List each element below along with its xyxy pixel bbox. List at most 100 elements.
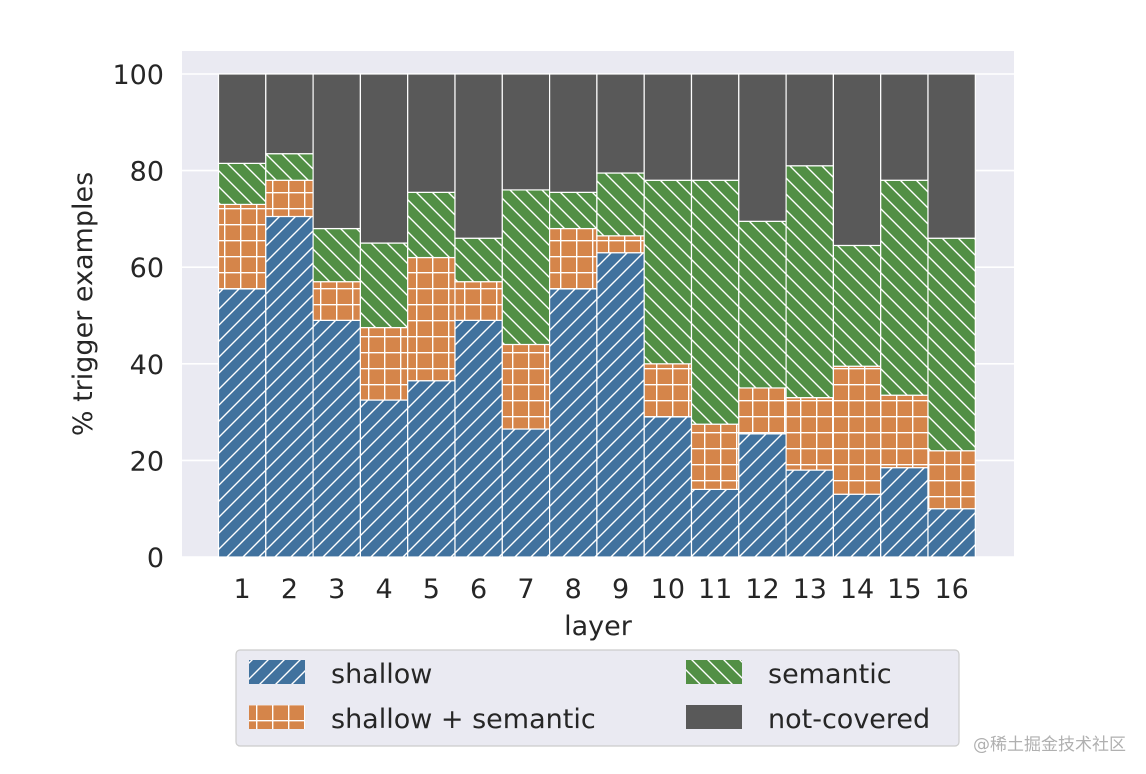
bar-semantic-layer-10	[643, 179, 693, 365]
legend: shallow shallow + semantic semantic not-…	[235, 649, 960, 747]
x-tick-label: 4	[375, 574, 392, 605]
bar-both-layer-1	[217, 203, 267, 290]
bar-shallow-layer-13	[785, 469, 834, 558]
bar-semantic-layer-16	[927, 237, 976, 452]
legend-label-semantic: semantic	[768, 659, 892, 690]
bar-notcovered-layer-12	[738, 73, 787, 222]
x-tick-label: 9	[612, 574, 629, 605]
bar-both-layer-15	[880, 394, 929, 469]
legend-swatch-shallow	[249, 660, 305, 684]
bar-both-layer-11	[690, 423, 740, 490]
bar-shallow-layer-7	[501, 428, 551, 558]
bar-shallow-layer-9	[596, 252, 645, 558]
bar-both-layer-10	[643, 363, 693, 418]
x-tick-labels: 1 2 3 4 5 6 7 8 9 10 11 12 13 14 15 16	[234, 574, 969, 605]
bar-semantic-layer-11	[690, 179, 740, 425]
bar-both-layer-4	[359, 326, 409, 401]
legend-label-not-covered: not-covered	[768, 704, 930, 735]
x-tick-label: 6	[470, 574, 487, 605]
bar-semantic-layer-9	[596, 172, 645, 237]
bar-semantic-layer-5	[407, 191, 456, 259]
legend-swatch-shallow-semantic	[249, 705, 305, 729]
bar-both-layer-2	[265, 179, 314, 218]
x-tick-label: 15	[887, 574, 921, 605]
legend-frame	[235, 649, 960, 747]
bar-notcovered-layer-7	[501, 73, 551, 191]
x-tick-label: 7	[517, 574, 534, 605]
y-tick-label: 20	[130, 446, 164, 477]
bar-semantic-layer-13	[785, 165, 834, 399]
bar-both-layer-16	[927, 450, 976, 510]
bar-semantic-layer-3	[312, 227, 362, 283]
bar-notcovered-layer-3	[312, 73, 362, 230]
bar-both-layer-14	[832, 365, 882, 495]
bar-shallow-layer-3	[312, 319, 362, 558]
legend-label-shallow: shallow	[331, 659, 432, 690]
x-tick-label: 14	[840, 574, 874, 605]
legend-label-shallow-semantic: shallow + semantic	[331, 704, 596, 735]
legend-swatch-semantic	[686, 660, 742, 684]
watermark-text: @稀土掘金技术社区	[973, 735, 1126, 755]
bar-shallow-layer-4	[359, 399, 409, 558]
bar-shallow-layer-8	[548, 288, 598, 558]
bars-group	[217, 73, 976, 558]
bar-notcovered-layer-10	[643, 73, 693, 181]
x-tick-label: 5	[423, 574, 440, 605]
x-tick-label: 1	[234, 574, 251, 605]
bar-both-layer-12	[738, 387, 787, 435]
bar-both-layer-7	[501, 343, 551, 430]
bar-semantic-layer-12	[738, 220, 787, 389]
bar-notcovered-layer-9	[596, 73, 645, 174]
bar-semantic-layer-7	[501, 189, 551, 346]
y-tick-label: 0	[147, 543, 164, 574]
y-tick-label: 80	[130, 157, 164, 188]
bar-notcovered-layer-16	[927, 73, 976, 239]
bar-shallow-layer-6	[454, 319, 503, 558]
bar-both-layer-8	[548, 227, 598, 290]
bar-shallow-layer-5	[407, 380, 456, 558]
x-tick-label: 12	[745, 574, 779, 605]
bar-shallow-layer-10	[643, 416, 693, 558]
y-tick-labels: 0 20 40 60 80 100	[112, 60, 164, 574]
bar-notcovered-layer-6	[454, 73, 503, 239]
bar-notcovered-layer-15	[880, 73, 929, 181]
bar-semantic-layer-4	[359, 242, 409, 329]
legend-swatch-not-covered	[686, 705, 742, 729]
x-tick-label: 16	[934, 574, 968, 605]
bar-semantic-layer-1	[217, 162, 267, 206]
y-tick-label: 40	[130, 350, 164, 381]
bar-semantic-layer-15	[880, 179, 929, 396]
bar-notcovered-layer-5	[407, 73, 456, 193]
bar-both-layer-9	[596, 235, 645, 254]
bar-notcovered-layer-13	[785, 73, 834, 167]
x-tick-label: 10	[651, 574, 685, 605]
bar-notcovered-layer-1	[217, 73, 267, 164]
bar-shallow-layer-1	[217, 288, 267, 558]
bar-shallow-layer-2	[265, 215, 314, 558]
y-tick-label: 100	[112, 60, 164, 91]
x-tick-label: 2	[281, 574, 298, 605]
bar-shallow-layer-14	[832, 493, 882, 558]
bar-notcovered-layer-2	[265, 73, 314, 155]
bar-both-layer-5	[407, 256, 456, 382]
bar-shallow-layer-15	[880, 467, 929, 558]
y-tick-label: 60	[130, 253, 164, 284]
bar-semantic-layer-2	[265, 153, 314, 181]
bar-notcovered-layer-14	[832, 73, 882, 247]
x-tick-label: 8	[565, 574, 582, 605]
bar-both-layer-6	[454, 281, 503, 321]
bar-both-layer-13	[785, 397, 834, 471]
bar-semantic-layer-6	[454, 237, 503, 283]
bar-shallow-layer-16	[927, 508, 976, 558]
bar-notcovered-layer-8	[548, 73, 598, 193]
x-tick-label: 3	[328, 574, 345, 605]
bar-notcovered-layer-4	[359, 73, 409, 244]
bar-semantic-layer-14	[832, 244, 882, 367]
y-axis-label: % trigger examples	[68, 172, 99, 436]
bar-semantic-layer-8	[548, 191, 598, 230]
x-axis-label: layer	[564, 611, 633, 642]
bar-shallow-layer-11	[690, 488, 740, 558]
bar-notcovered-layer-11	[690, 73, 740, 181]
x-tick-label: 13	[793, 574, 827, 605]
